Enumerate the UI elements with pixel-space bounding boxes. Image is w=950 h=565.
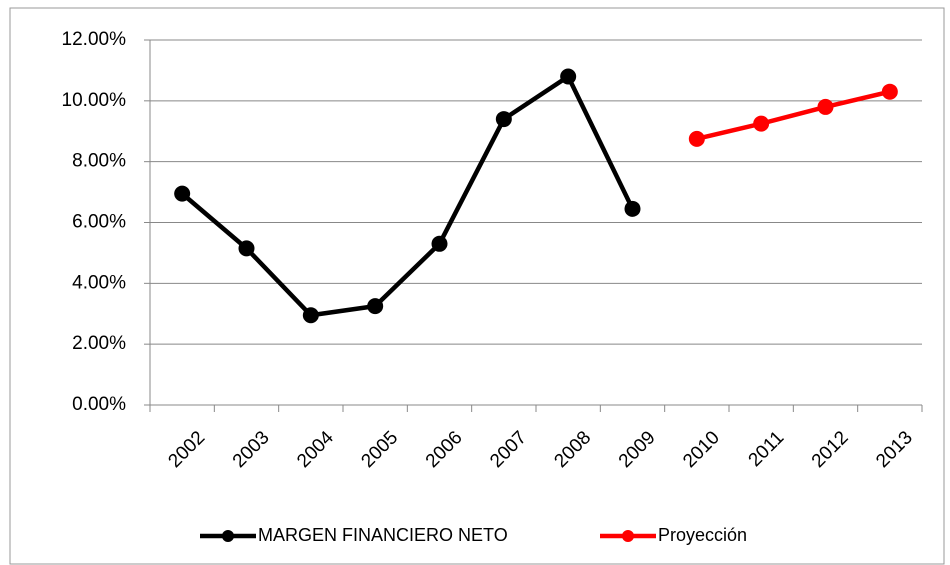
series-marker (560, 68, 577, 85)
y-tick-label: 6.00% (72, 212, 126, 233)
series-marker (624, 200, 641, 217)
y-tick-label: 8.00% (72, 151, 126, 172)
series-marker (817, 98, 834, 115)
y-tick-label: 4.00% (72, 272, 126, 293)
series-marker (174, 185, 191, 202)
y-tick-label: 12.00% (62, 29, 127, 50)
series-marker (431, 235, 448, 252)
series-marker (238, 240, 255, 257)
series-line (696, 89, 891, 142)
legend-marker (222, 530, 234, 542)
series-line (180, 74, 635, 318)
y-tick-label: 2.00% (72, 333, 126, 354)
series-marker (367, 298, 384, 315)
y-tick-label: 0.00% (72, 394, 126, 415)
series-marker (302, 307, 319, 324)
legend-marker (622, 530, 634, 542)
series-marker (495, 111, 512, 128)
legend-label: MARGEN FINANCIERO NETO (258, 525, 508, 545)
series-marker (688, 130, 705, 147)
y-tick-label: 10.00% (62, 90, 127, 111)
series-marker (753, 115, 770, 132)
series-marker (881, 83, 898, 100)
legend-label: Proyección (658, 525, 747, 545)
